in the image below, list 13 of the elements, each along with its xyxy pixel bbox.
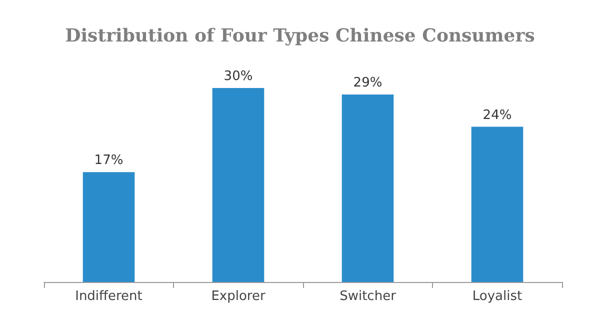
x-tick-label: Explorer: [211, 289, 266, 304]
x-tick-label: Loyalist: [472, 289, 522, 304]
bar: [82, 172, 135, 282]
chart-title: Distribution of Four Types Chinese Consumers: [65, 26, 535, 46]
data-label: 17%: [94, 153, 124, 168]
x-tick-label: Indifferent: [75, 289, 142, 304]
data-label: 30%: [224, 69, 253, 84]
data-label: 24%: [482, 108, 512, 123]
data-label: 29%: [353, 75, 382, 90]
bar: [342, 94, 394, 282]
bar: [212, 88, 264, 282]
x-tick-label: Switcher: [340, 289, 397, 304]
bar: [471, 126, 524, 282]
